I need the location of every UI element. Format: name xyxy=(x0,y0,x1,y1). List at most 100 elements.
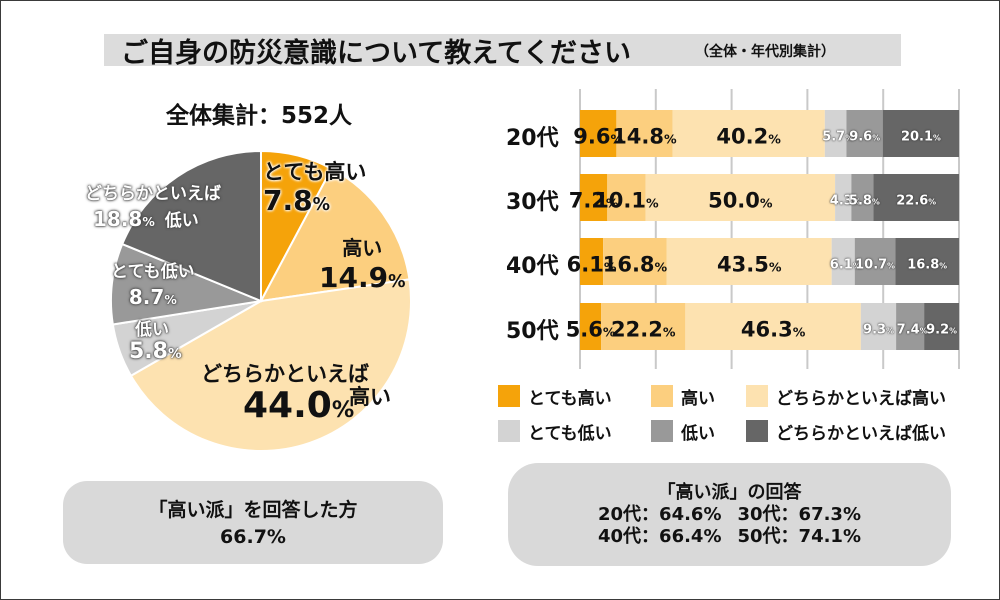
bar-label-30s-high: 10.1% xyxy=(594,188,659,212)
age-summary-row-2: 40代：66.4% 50代：74.1% xyxy=(508,526,951,548)
bar-50s-high xyxy=(601,303,686,350)
legend-item-very-low: とても低い xyxy=(498,419,612,444)
legend-swatch-somewhat-low xyxy=(746,420,768,442)
bar-40s-very-low xyxy=(831,238,855,285)
bar-50s-somewhat-high xyxy=(685,303,861,350)
bar-label-20s-very-high: 9.6% xyxy=(573,124,624,148)
bar-label-20s-high: 14.8% xyxy=(612,124,677,148)
legend-item-very-high: とても高い xyxy=(498,384,612,409)
bar-label-50s-high: 22.2% xyxy=(611,317,676,341)
legend-swatch-high xyxy=(651,385,673,407)
legend-swatch-very-low xyxy=(498,420,520,442)
legend-swatch-somewhat-high xyxy=(746,385,768,407)
age-summary-30s: 30代：67.3% xyxy=(737,504,862,525)
pie-label-very-high-unit: % xyxy=(312,195,331,216)
pie-label-very-low: とても低い 8.7% xyxy=(111,263,195,308)
pie-label-very-high: とても高い 7.8% xyxy=(263,160,367,218)
pie-label-high-value: 14.9 xyxy=(319,261,389,294)
pie-summary-box: 「高い派」を回答した方 66.7% xyxy=(63,481,443,564)
legend-text-high: 高い xyxy=(681,388,715,409)
bar-label-40s-somewhat-high: 43.5% xyxy=(716,252,782,276)
category-label-20s: 20代 xyxy=(506,126,559,151)
pie-summary-value: 66.7% xyxy=(220,526,286,548)
bar-50s-somewhat-low xyxy=(924,303,959,350)
bar-label-50s-low: 7.4% xyxy=(896,322,928,337)
pie-label-somewhat-high-line1: どちらかといえば xyxy=(201,362,369,386)
bar-label-20s-somewhat-high: 40.2% xyxy=(716,124,781,148)
bar-label-50s-somewhat-low: 9.2% xyxy=(926,322,957,337)
bar-30s-very-high xyxy=(580,174,608,221)
category-label-50s: 50代 xyxy=(506,319,559,344)
bar-20s-very-low xyxy=(824,110,847,157)
bar-label-20s-somewhat-low: 20.1% xyxy=(900,129,941,144)
pie-label-high-name: 高い xyxy=(342,236,383,260)
legend-text-low: 低い xyxy=(681,423,715,444)
bar-label-50s-very-low: 9.3% xyxy=(863,322,894,337)
legend-swatch-very-high xyxy=(498,385,520,407)
bar-40s-low xyxy=(854,238,896,285)
pie-label-somewhat-low-name: どちらかといえば xyxy=(85,184,221,204)
bar-20s-somewhat-high xyxy=(672,110,825,157)
bar-30s-low xyxy=(851,174,874,221)
pie-label-very-high-name: とても高い xyxy=(263,160,367,184)
bar-label-40s-somewhat-low: 16.8% xyxy=(907,257,948,272)
pie-label-somewhat-low-value: 18.8 xyxy=(93,206,143,231)
pie-slice-somewhat-high xyxy=(129,278,412,452)
bar-label-50s-very-high: 5.6% xyxy=(565,317,616,341)
pie-label-very-low-name: とても低い xyxy=(111,262,195,282)
bar-label-30s-somewhat-low: 22.6% xyxy=(896,193,937,208)
bar-30s-very-low xyxy=(835,174,852,221)
bar-label-30s-very-high: 7.2% xyxy=(568,188,619,212)
bar-30s-high xyxy=(607,174,646,221)
bar-40s-high xyxy=(603,238,667,285)
category-label-40s: 40代 xyxy=(506,254,559,279)
page-subtitle: （全体・年代別集計） xyxy=(695,44,835,60)
bar-50s-very-high xyxy=(580,303,602,350)
bar-label-40s-very-high: 6.1% xyxy=(566,252,617,276)
bar-label-50s-somewhat-high: 46.3% xyxy=(740,317,806,341)
legend-text-very-high: とても高い xyxy=(528,388,612,409)
pie-label-very-high-value: 7.8 xyxy=(263,184,313,218)
legend-text-very-low: とても低い xyxy=(528,423,612,444)
title-band xyxy=(104,34,901,66)
bar-30s-somewhat-high xyxy=(645,174,836,221)
age-summary-box: 「高い派」の回答 20代：64.6% 30代：67.3% 40代：66.4% 50代… xyxy=(508,463,951,566)
pie-label-somewhat-high-line2: 高い xyxy=(349,385,391,410)
pie-label-somewhat-low-unit: % xyxy=(142,213,155,229)
age-summary-20s: 20代：64.6% xyxy=(598,504,722,525)
bar-50s-low xyxy=(896,303,925,350)
bar-label-30s-very-low: 4.3% xyxy=(829,193,861,208)
pie-label-very-low-unit: % xyxy=(164,291,177,307)
pie-label-low: 低い 5.8% xyxy=(129,321,182,364)
pie-label-somewhat-low-suffix: 低い xyxy=(164,210,199,231)
bar-label-20s-low: 9.6% xyxy=(849,129,881,144)
pie-slice-very-low xyxy=(110,242,265,326)
legend-swatch-low xyxy=(651,420,673,442)
legend-item-somewhat-low: どちらかといえば低い xyxy=(746,419,946,444)
pie-slice-high xyxy=(259,167,411,303)
age-summary-50s: 50代：74.1% xyxy=(737,526,862,547)
pie-chart-title: 全体集計：552人 xyxy=(166,103,353,129)
bar-20s-somewhat-low xyxy=(882,110,959,157)
bar-40s-somewhat-low xyxy=(895,238,959,285)
legend-item-low: 低い xyxy=(651,419,715,444)
pie-label-somewhat-low: どちらかといえば 18.8% 低い xyxy=(85,185,221,230)
pie-label-very-low-value: 8.7 xyxy=(128,284,165,309)
bar-label-40s-low: 10.7% xyxy=(855,257,895,272)
pie-slice-somewhat-low xyxy=(120,149,262,303)
legend-item-somewhat-high: どちらかといえば高い xyxy=(746,384,946,409)
page-title: ご自身の防災意識について教えてください xyxy=(121,38,632,69)
bar-label-40s-very-low: 6.1% xyxy=(829,257,861,272)
bar-40s-somewhat-high xyxy=(666,238,832,285)
pie-label-low-unit: % xyxy=(167,345,182,362)
age-summary-40s: 40代：66.4% xyxy=(598,526,722,547)
category-label-30s: 30代 xyxy=(506,190,559,215)
bar-30s-somewhat-low xyxy=(873,174,959,221)
age-summary-label: 「高い派」の回答 xyxy=(657,482,802,503)
legend-text-somewhat-high: どちらかといえば高い xyxy=(776,388,946,409)
bar-label-40s-high: 16.8% xyxy=(602,252,668,276)
bar-20s-very-high xyxy=(580,110,617,157)
